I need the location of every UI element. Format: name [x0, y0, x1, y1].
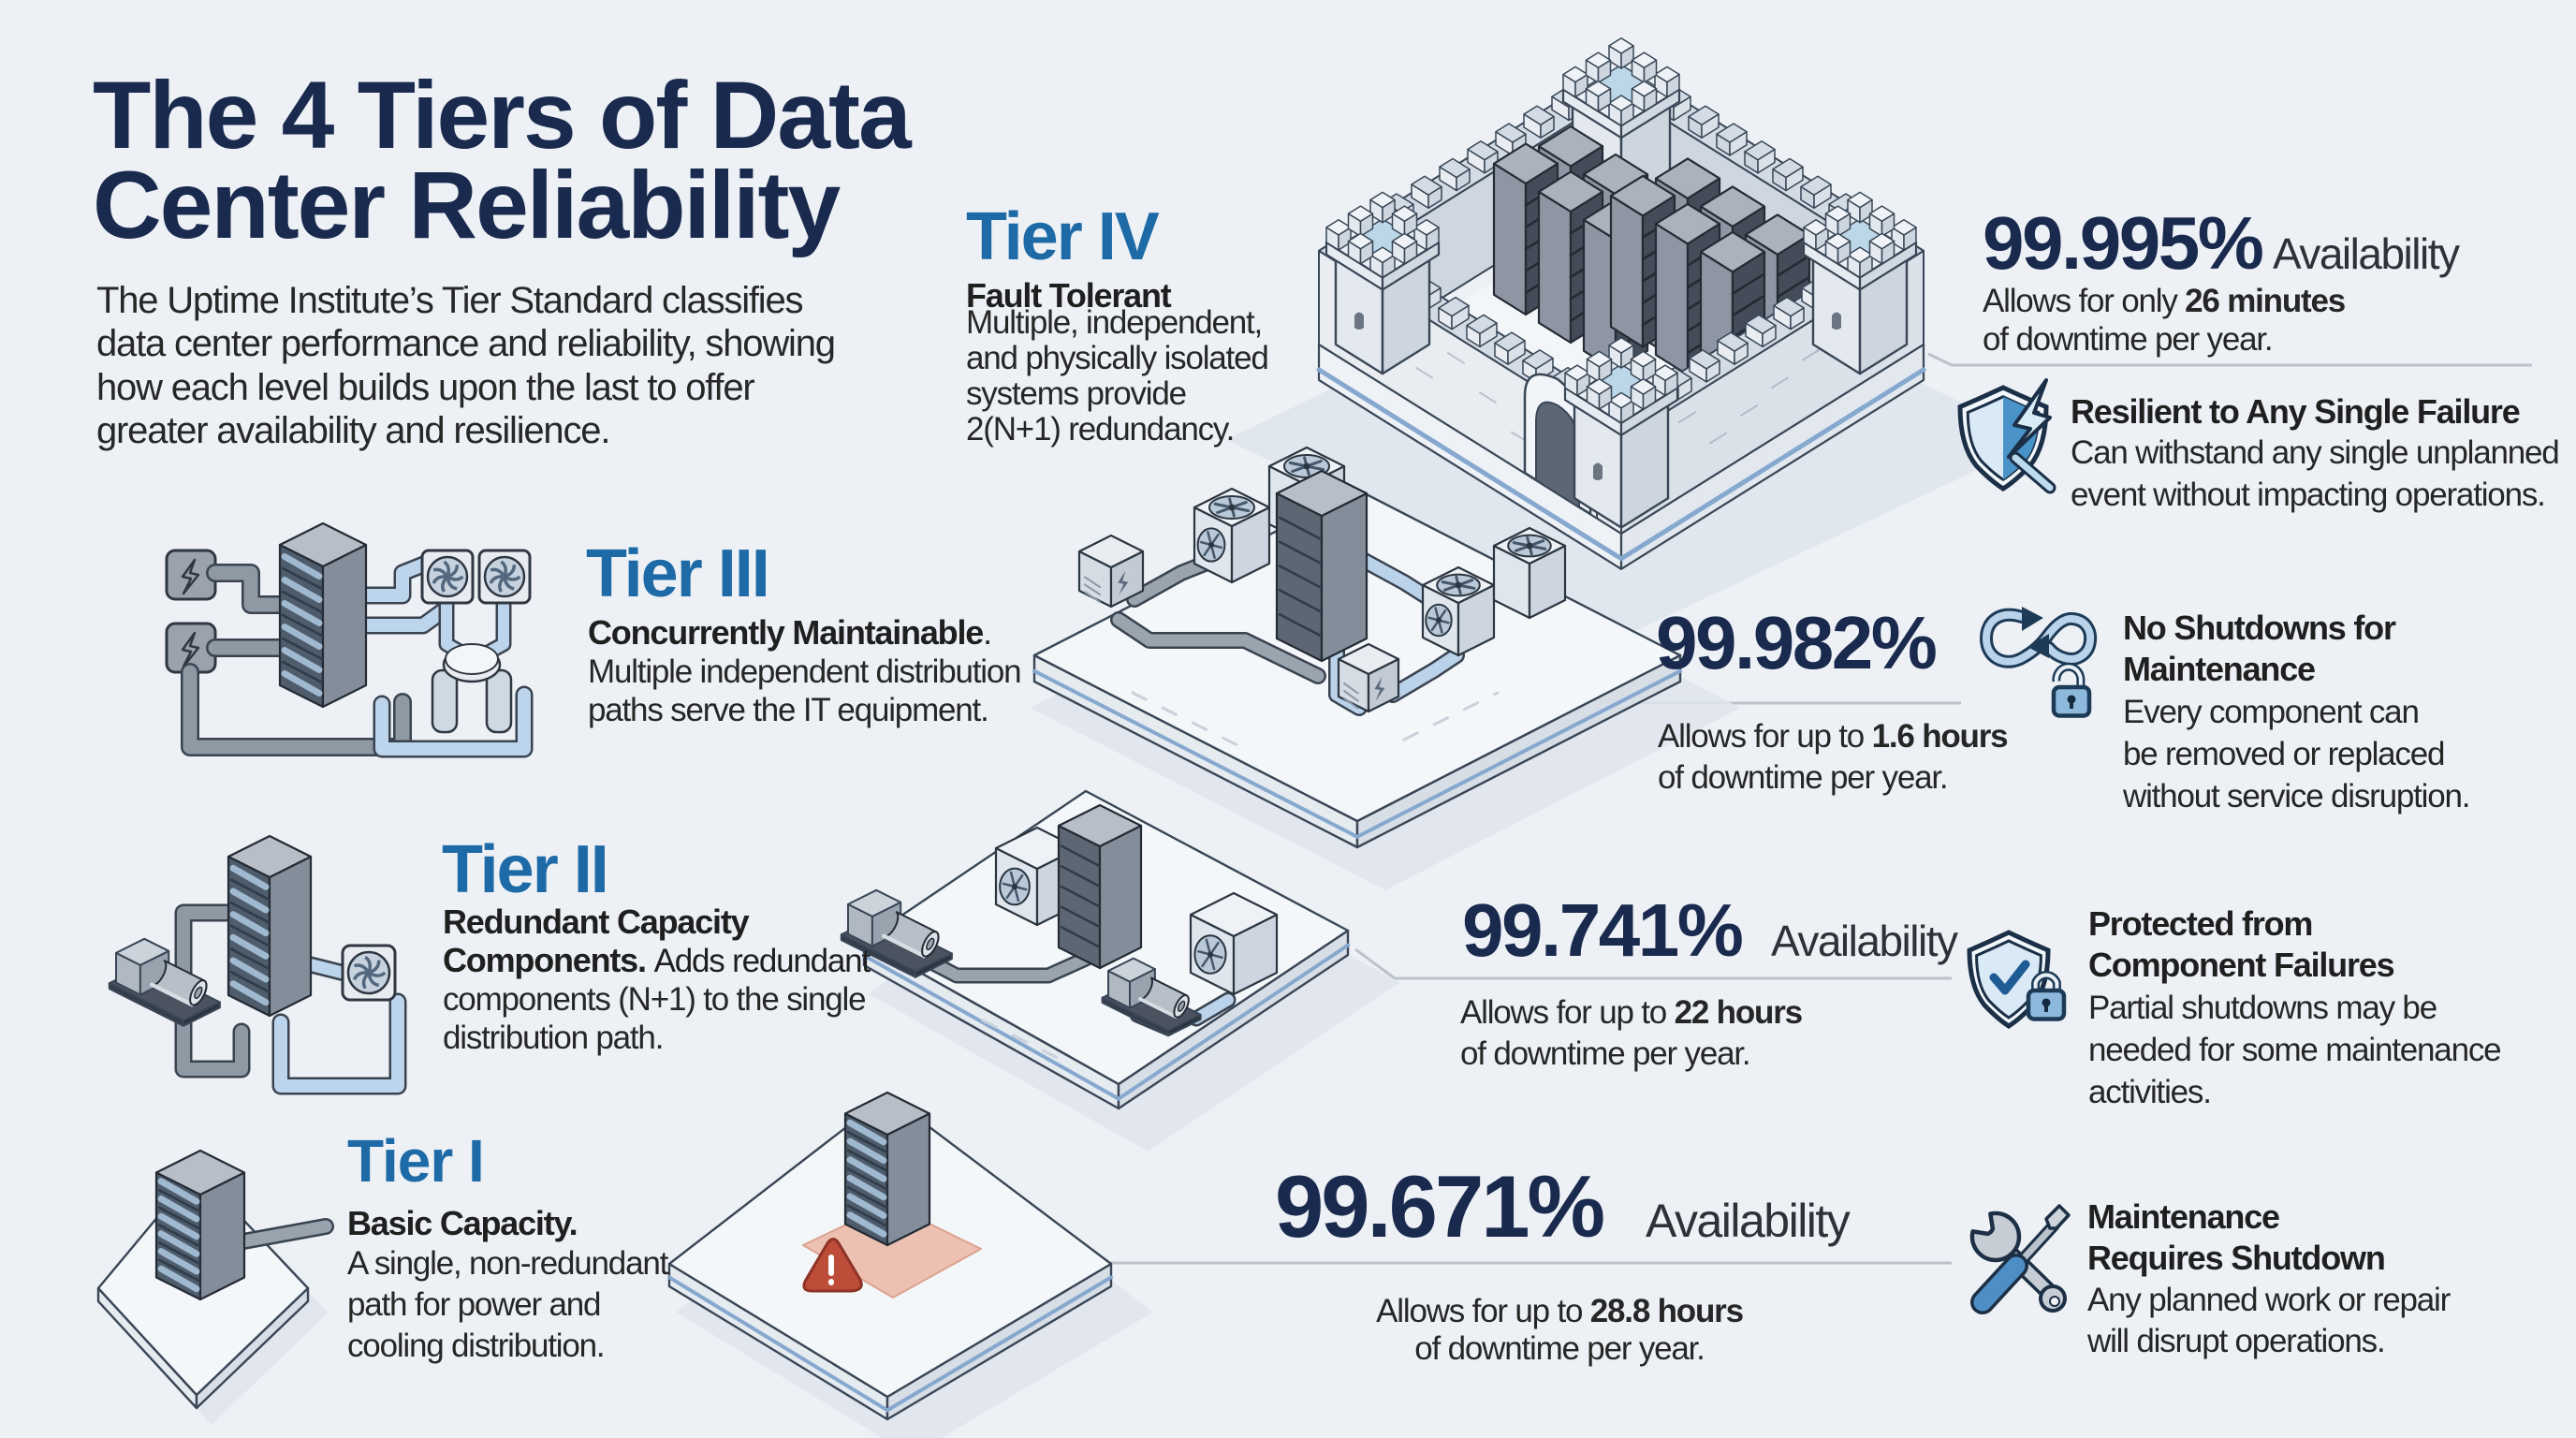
svg-text:path for power and: path for power and [347, 1286, 600, 1323]
svg-text:Tier II: Tier II [442, 832, 607, 907]
svg-text:Tier III: Tier III [586, 536, 768, 611]
svg-text:Component Failures: Component Failures [2088, 946, 2394, 984]
svg-text:Any planned work or repair: Any planned work or repair [2087, 1282, 2452, 1318]
svg-text:paths serve the IT equipment.: paths serve the IT equipment. [588, 692, 988, 728]
svg-text:99.995%: 99.995% [1983, 201, 2263, 285]
svg-text:data center performance and re: data center performance and reliability,… [96, 323, 835, 364]
svg-text:Multiple independent distribut: Multiple independent distribution [588, 653, 1020, 690]
svg-text:of downtime per year.: of downtime per year. [1983, 321, 2272, 358]
svg-text:Tier IV: Tier IV [966, 199, 1160, 274]
svg-text:how each level builds upon the: how each level builds upon the last to o… [96, 367, 754, 408]
svg-text:Basic Capacity.: Basic Capacity. [347, 1204, 577, 1242]
svg-text:Allows for only 26 minutes: Allows for only 26 minutes [1983, 283, 2346, 319]
svg-text:of downtime per year.: of downtime per year. [1460, 1035, 1749, 1072]
svg-text:The Uptime Institute’s Tier St: The Uptime Institute’s Tier Standard cla… [96, 280, 803, 321]
svg-text:Multiple, independent,: Multiple, independent, [966, 304, 1262, 341]
svg-text:Partial shutdowns may be: Partial shutdowns may be [2088, 990, 2437, 1026]
svg-text:Maintenance: Maintenance [2087, 1197, 2279, 1236]
svg-text:be removed or replaced: be removed or replaced [2123, 736, 2444, 772]
svg-text:event without impacting operat: event without impacting operations. [2071, 477, 2545, 513]
svg-text:Allows for up to 22 hours: Allows for up to 22 hours [1460, 994, 1803, 1031]
svg-text:Maintenance: Maintenance [2123, 650, 2315, 688]
svg-text:greater availability and resil: greater availability and resilience. [96, 410, 609, 451]
svg-text:A single, non-redundant: A single, non-redundant [347, 1245, 669, 1282]
svg-text:of downtime per year.: of downtime per year. [1658, 759, 1947, 796]
svg-text:99.741%: 99.741% [1462, 888, 1743, 972]
svg-text:Availability: Availability [1646, 1195, 1851, 1247]
svg-text:99.982%: 99.982% [1656, 601, 1937, 684]
svg-text:Requires Shutdown: Requires Shutdown [2087, 1239, 2385, 1277]
svg-text:components (N+1) to the single: components (N+1) to the single [443, 981, 865, 1018]
svg-text:Concurrently Maintainable.: Concurrently Maintainable. [588, 613, 991, 652]
svg-text:Every component can: Every component can [2123, 694, 2419, 730]
svg-text:Can withstand any single unpla: Can withstand any single unplanned [2071, 434, 2559, 471]
svg-text:and physically isolated: and physically isolated [966, 340, 1268, 376]
svg-text:without service disruption.: without service disruption. [2122, 778, 2469, 814]
svg-text:No Shutdowns for: No Shutdowns for [2123, 609, 2396, 647]
svg-text:Allows for up to 28.8 hours: Allows for up to 28.8 hours [1376, 1293, 1743, 1329]
svg-text:distribution path.: distribution path. [443, 1020, 663, 1056]
svg-text:will disrupt operations.: will disrupt operations. [2086, 1323, 2384, 1359]
svg-text:Availability: Availability [2273, 229, 2460, 278]
svg-text:Protected from: Protected from [2088, 904, 2312, 943]
svg-text:Allows for up to 1.6 hours: Allows for up to 1.6 hours [1658, 718, 2008, 755]
svg-text:99.671%: 99.671% [1275, 1157, 1604, 1255]
svg-text:systems provide: systems provide [966, 375, 1186, 412]
svg-text:needed for some maintenance: needed for some maintenance [2088, 1032, 2500, 1068]
svg-text:Center Reliability: Center Reliability [93, 152, 842, 258]
svg-text:2(N+1) redundancy.: 2(N+1) redundancy. [966, 411, 1234, 448]
svg-text:Components. Adds redundant: Components. Adds redundant [443, 941, 871, 979]
svg-text:activities.: activities. [2088, 1074, 2211, 1110]
svg-text:of downtime per year.: of downtime per year. [1414, 1330, 1704, 1367]
svg-text:Fault Tolerant: Fault Tolerant [966, 276, 1172, 315]
svg-text:Tier I: Tier I [347, 1127, 484, 1195]
svg-text:cooling distribution.: cooling distribution. [347, 1328, 604, 1364]
svg-text:Availability: Availability [1771, 917, 1958, 965]
svg-text:Redundant Capacity: Redundant Capacity [443, 902, 750, 941]
svg-text:Resilient to Any Single Failur: Resilient to Any Single Failure [2071, 392, 2520, 431]
svg-text:The 4 Tiers of Data: The 4 Tiers of Data [93, 62, 913, 169]
